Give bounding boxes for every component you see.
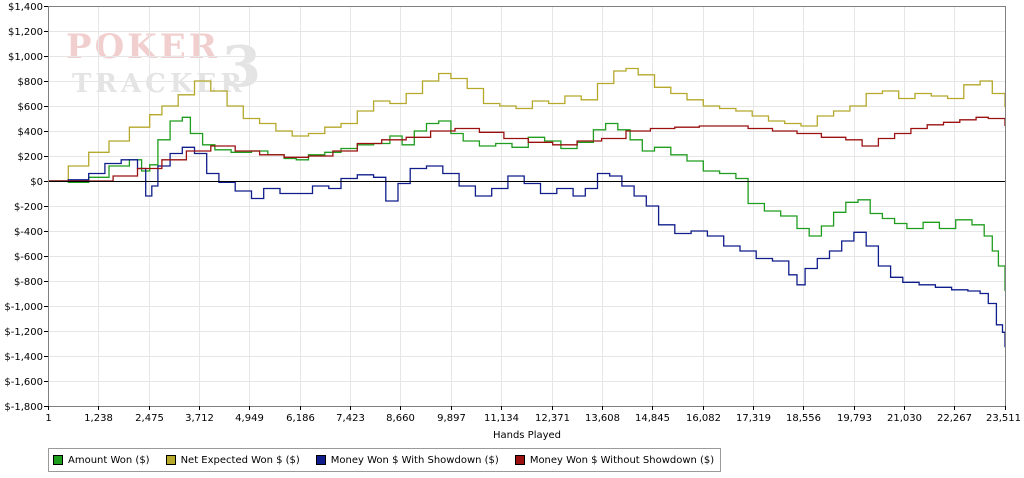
y-tick-label: $-1,200 (4, 327, 43, 338)
x-tick-label: 18,556 (786, 413, 821, 424)
x-tick-label: 2,475 (135, 413, 164, 424)
y-tick-label: $-1,600 (4, 377, 43, 388)
chart: POKER TRACKER 3 $1,400 $1,200 $1,000 $800 $6… (4, 2, 1021, 441)
x-tick-label: 17,319 (736, 413, 771, 424)
x-tick-label: 7,423 (336, 413, 365, 424)
plot-border (48, 6, 1006, 407)
watermark-line1: POKER (66, 27, 220, 67)
legend-item: Amount Won ($) (53, 455, 150, 466)
x-tick-label: 12,371 (535, 413, 570, 424)
y-tick-label: $-800 (14, 277, 43, 288)
x-tick-label: 23,511 (986, 413, 1021, 424)
legend-swatch (315, 455, 326, 465)
y-axis: $1,400 $1,200 $1,000 $800 $600 $400 $200 $0 $-20… (4, 2, 48, 413)
x-tick-label: 11,134 (484, 413, 519, 424)
x-tick-label: 13,608 (585, 413, 620, 424)
x-tick-label: 8,660 (386, 413, 415, 424)
y-tick-label: $-400 (14, 227, 43, 238)
x-tick-label: 14,845 (635, 413, 670, 424)
series-line-2 (48, 67, 1006, 182)
legend-swatch (514, 455, 525, 465)
legend-swatch (53, 455, 63, 465)
y-tick-label: $1,000 (8, 52, 43, 63)
legend: Amount Won ($) Net Expected Won $ ($) Mone… (48, 448, 722, 472)
x-tick-label: 1,238 (84, 413, 113, 424)
y-tick-label: $-1,400 (4, 352, 43, 363)
y-tick-label: $1,200 (8, 27, 43, 38)
y-tick-label: $-1,000 (4, 302, 43, 313)
y-tick-label: $200 (18, 152, 43, 163)
x-tick-label: 22,267 (937, 413, 972, 424)
legend-item: Net Expected Won $ ($) (165, 454, 300, 466)
x-tick-label: 21,030 (887, 413, 922, 424)
series-line-3 (48, 146, 1006, 348)
legend-label: Money Won $ With Showdown ($) (330, 454, 499, 466)
y-tick-label: $1,400 (8, 2, 43, 13)
watermark-line2: TRACKER (72, 69, 246, 99)
x-tick-label: 16,082 (686, 413, 721, 424)
y-tick-label: $-600 (14, 252, 43, 263)
x-tick-label: 1 (45, 413, 51, 424)
watermark: POKER TRACKER 3 (66, 27, 261, 100)
watermark-mark: 3 (222, 34, 261, 100)
series-line-1 (48, 116, 1006, 291)
x-tick-label: 6,186 (286, 413, 315, 424)
legend-label: Net Expected Won $ ($) (180, 454, 300, 466)
series-line-4 (48, 116, 1006, 182)
legend-item: Money Won $ Without Showdown ($) (514, 454, 715, 466)
y-tick-label: $600 (18, 102, 43, 113)
legend-swatch (165, 455, 176, 465)
x-tick-label: 4,949 (235, 413, 264, 424)
x-tick-label: 3,712 (185, 413, 214, 424)
x-axis-title: Hands Played (493, 430, 561, 441)
series-lines (48, 67, 1006, 348)
y-tick-label: $-200 (14, 202, 43, 213)
y-tick-label: $400 (18, 127, 43, 138)
legend-label: Amount Won ($) (68, 454, 150, 466)
x-axis: 1 1,238 2,475 3,712 4,949 6,186 7,423 8,660 9,89… (45, 406, 1021, 424)
legend-item: Money Won $ With Showdown ($) (315, 454, 499, 466)
x-tick-label: 9,897 (437, 413, 466, 424)
legend-label: Money Won $ Without Showdown ($) (529, 454, 715, 466)
y-tick-label: $-1,800 (4, 402, 43, 413)
x-tick-label: 19,793 (837, 413, 872, 424)
y-tick-label: $0 (30, 177, 43, 188)
y-tick-label: $800 (18, 77, 43, 88)
